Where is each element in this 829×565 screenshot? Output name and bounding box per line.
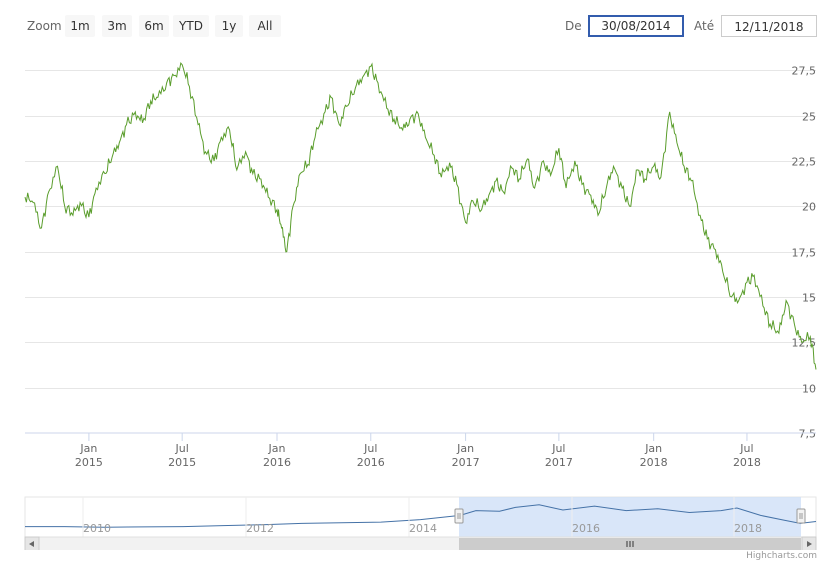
x-tick-month-label: Jan bbox=[79, 442, 97, 455]
x-tick-year-label: 2015 bbox=[75, 456, 103, 469]
navigator[interactable]: 2010 2012 2014 2016 2018 bbox=[24, 496, 817, 538]
y-tick-label: 20 bbox=[802, 201, 816, 214]
range-selector: Zoom 1m 3m 6m YTD 1y All De 30/08/2014 A… bbox=[0, 0, 829, 50]
navigator-x-tick-label: 2012 bbox=[246, 522, 274, 535]
scrollbar[interactable] bbox=[24, 536, 817, 550]
x-tick-month-label: Jul bbox=[739, 442, 753, 455]
to-date-label: Até bbox=[694, 19, 715, 33]
to-date-input[interactable]: 12/11/2018 bbox=[721, 15, 817, 37]
y-tick-label: 12,5 bbox=[792, 337, 817, 350]
x-tick-year-label: 2017 bbox=[452, 456, 480, 469]
chevron-right-icon bbox=[807, 541, 812, 547]
navigator-x-axis: 2010 2012 2014 2016 2018 bbox=[82, 497, 762, 537]
x-tick-year-label: 2016 bbox=[357, 456, 385, 469]
navigator-x-tick-label: 2014 bbox=[409, 522, 437, 535]
navigator-x-tick-label: 2018 bbox=[734, 522, 762, 535]
y-tick-label: 22,5 bbox=[792, 156, 817, 169]
highcharts-credit[interactable]: Highcharts.com bbox=[746, 551, 817, 561]
x-tick-month-label: Jan bbox=[456, 442, 474, 455]
zoom-6m-button[interactable]: 6m bbox=[139, 15, 169, 37]
x-tick-month-label: Jan bbox=[268, 442, 286, 455]
y-tick-label: 15 bbox=[802, 292, 816, 305]
x-tick-year-label: 2016 bbox=[263, 456, 291, 469]
scrollbar-grip-icon bbox=[626, 541, 634, 547]
y-tick-label: 25 bbox=[802, 111, 816, 124]
zoom-all-button[interactable]: All bbox=[249, 15, 281, 37]
zoom-3m-button[interactable]: 3m bbox=[102, 15, 132, 37]
zoom-ytd-button[interactable]: YTD bbox=[173, 15, 209, 37]
navigator-handle-left[interactable] bbox=[454, 508, 464, 524]
navigator-selected-range[interactable] bbox=[459, 497, 801, 537]
x-tick-year-label: 2015 bbox=[168, 456, 196, 469]
price-series-line bbox=[24, 62, 817, 370]
navigator-x-tick-label: 2010 bbox=[83, 522, 111, 535]
x-tick-month-label: Jul bbox=[175, 442, 189, 455]
x-tick-year-label: 2018 bbox=[640, 456, 668, 469]
zoom-1m-button[interactable]: 1m bbox=[65, 15, 95, 37]
from-date-label: De bbox=[565, 19, 582, 33]
y-tick-label: 27,5 bbox=[792, 65, 817, 78]
x-tick-month-label: Jan bbox=[644, 442, 662, 455]
navigator-x-tick-label: 2016 bbox=[572, 522, 600, 535]
grid-lines bbox=[25, 70, 816, 389]
x-tick-year-label: 2017 bbox=[545, 456, 573, 469]
zoom-label: Zoom bbox=[27, 19, 62, 33]
series-group bbox=[24, 62, 817, 370]
y-axis: 7,5 10 12,5 15 17,5 20 22,5 25 27,5 bbox=[792, 65, 817, 441]
y-tick-label: 7,5 bbox=[799, 428, 817, 441]
zoom-1y-button[interactable]: 1y bbox=[215, 15, 243, 37]
x-axis: Jan2015Jul2015Jan2016Jul2016Jan2017Jul20… bbox=[75, 433, 761, 469]
x-tick-month-label: Jul bbox=[551, 442, 565, 455]
navigator-series-line bbox=[25, 504, 817, 528]
from-date-input[interactable]: 30/08/2014 bbox=[588, 15, 684, 37]
chevron-left-icon bbox=[29, 541, 34, 547]
navigator-handle-right[interactable] bbox=[796, 508, 806, 524]
x-tick-year-label: 2018 bbox=[733, 456, 761, 469]
x-tick-month-label: Jul bbox=[363, 442, 377, 455]
y-tick-label: 17,5 bbox=[792, 247, 817, 260]
y-tick-label: 10 bbox=[802, 383, 816, 396]
